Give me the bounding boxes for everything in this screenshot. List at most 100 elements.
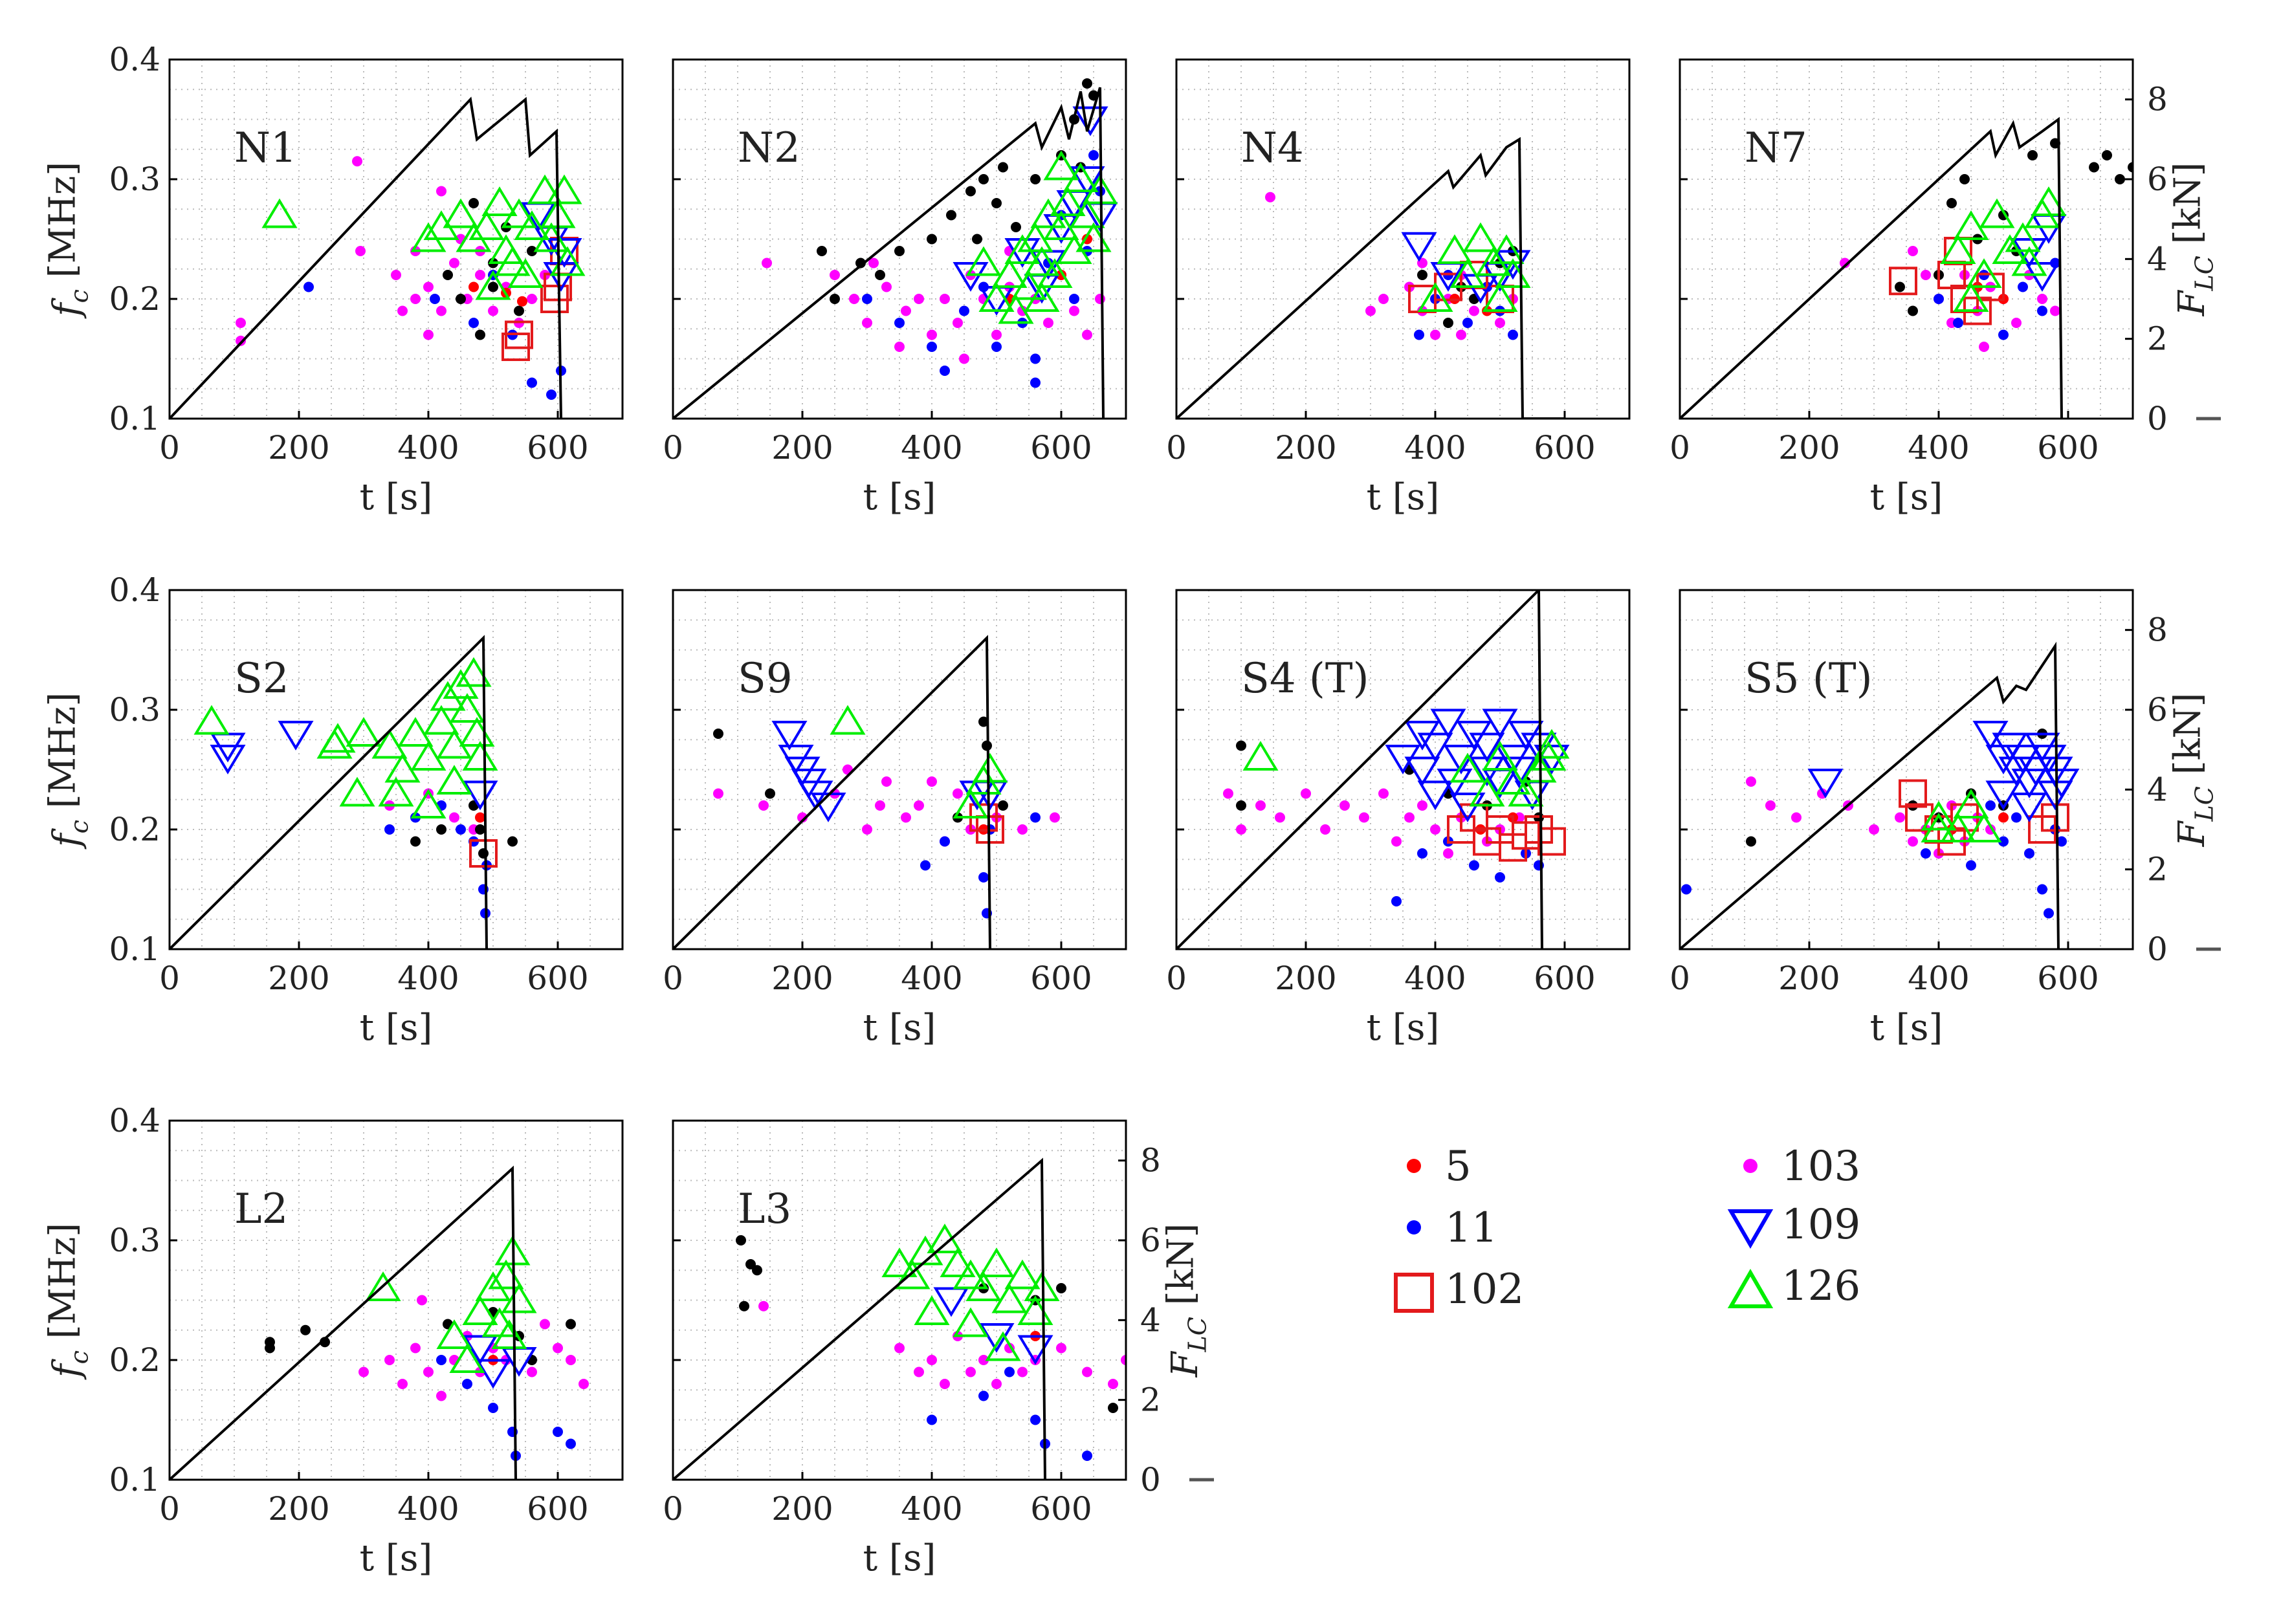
marker-109 [1004,238,1041,268]
marker-11 [1508,329,1518,340]
marker-11 [384,824,395,835]
legend-marker-dot [1743,1159,1758,1173]
x-tick-label: 400 [397,1490,459,1528]
panel-s9: 0 200 400 600 t [s] S9 [663,589,1127,1049]
marker-11 [1462,318,1473,328]
x-tick-label: 200 [1778,429,1840,466]
marker-109 [1404,756,1440,787]
y-tick-label: 0.1 [109,1461,160,1498]
marker-126 [1437,234,1473,264]
marker-126 [514,210,550,240]
marker-103 [436,305,446,316]
marker-unclassified [1236,740,1246,751]
plot-frame [672,589,1127,950]
marker-126 [365,1271,401,1301]
plot-frame [1679,58,2134,420]
marker-126 [1417,282,1453,312]
marker-unclassified [991,198,1002,208]
marker-103 [352,156,362,167]
marker-126 [261,198,298,228]
y2-tick-label: 4 [1140,1301,1161,1339]
marker-unclassified [2115,174,2125,184]
marker-109 [1072,106,1108,137]
marker-103 [1108,1379,1118,1389]
marker-126 [384,752,421,783]
marker-5 [517,296,527,307]
marker-unclassified [1959,174,1970,184]
panel-n2: 0 200 400 600 t [s] N2 [663,58,1127,518]
marker-126 [1037,258,1073,288]
marker-103 [1050,812,1060,823]
marker-126 [2005,222,2041,252]
marker-126 [1953,282,1989,312]
marker-102 [2041,803,2069,832]
marker-109 [210,745,246,774]
y-tick-label: 0.3 [109,691,160,729]
marker-102 [505,320,533,349]
y-tick-label: 0.3 [109,160,160,198]
marker-11 [2037,305,2047,316]
y2-tick-label: 0 [2147,400,2168,437]
marker-103 [1430,329,1440,340]
marker-102 [1899,779,1927,808]
plot-area [170,635,518,949]
marker-103 [566,1355,576,1365]
marker-103 [2050,305,2060,316]
legend-item-109: 109 [1727,1201,1860,1249]
marker-103 [978,1355,989,1365]
marker-unclassified [713,729,723,739]
marker-103 [1746,776,1756,787]
marker-103 [236,318,246,328]
legend-marker-dot [1407,1220,1421,1234]
panel-title: S5 (T) [1745,655,1873,703]
marker-5 [1998,812,2009,823]
x-axis-label: t [s] [1870,1007,1943,1049]
marker-103 [1908,246,1918,256]
marker-126 [1953,210,1989,240]
marker-126 [1488,234,1525,264]
marker-103 [914,1366,924,1377]
marker-103 [1365,305,1376,316]
load-curve [170,1165,517,1480]
marker-unclassified [1011,222,1021,232]
marker-11 [1966,860,1976,871]
marker-unclassified [946,210,956,221]
x-tick-label: 400 [1908,429,1969,466]
marker-103 [1339,800,1350,811]
marker-unclassified [1417,270,1427,280]
marker-126 [965,1271,1002,1301]
marker-103 [1921,270,1931,280]
marker-109 [462,1335,498,1365]
marker-126 [1050,186,1086,216]
marker-unclassified [998,162,1008,173]
marker-unclassified [475,824,485,835]
x-axis-label: t [s] [1870,476,1943,518]
plot-area [1680,641,2080,949]
marker-103 [894,1343,905,1354]
legend-item-126: 126 [1727,1262,1860,1310]
marker-unclassified [475,329,485,340]
x-tick-label: 200 [771,1490,833,1528]
x-tick-label: 0 [1669,429,1690,466]
marker-126 [972,752,1008,783]
marker-unclassified [468,198,479,208]
marker-11 [940,366,950,376]
marker-126 [998,294,1034,324]
marker-unclassified [1946,198,1957,208]
marker-103 [1301,788,1311,799]
marker-126 [397,717,434,747]
x-tick-label: 600 [527,429,588,466]
legend-item-11: 11 [1407,1204,1497,1252]
marker-126 [1024,246,1060,276]
marker-103 [1056,1343,1066,1354]
marker-11 [1088,150,1099,160]
marker-unclassified [514,305,524,316]
y-tick-label: 0.4 [109,1102,160,1139]
x-tick-label: 400 [397,960,459,997]
marker-11 [862,294,872,304]
marker-126 [1462,222,1499,252]
marker-103 [436,186,446,197]
marker-103 [527,294,537,304]
marker-103 [713,788,723,799]
